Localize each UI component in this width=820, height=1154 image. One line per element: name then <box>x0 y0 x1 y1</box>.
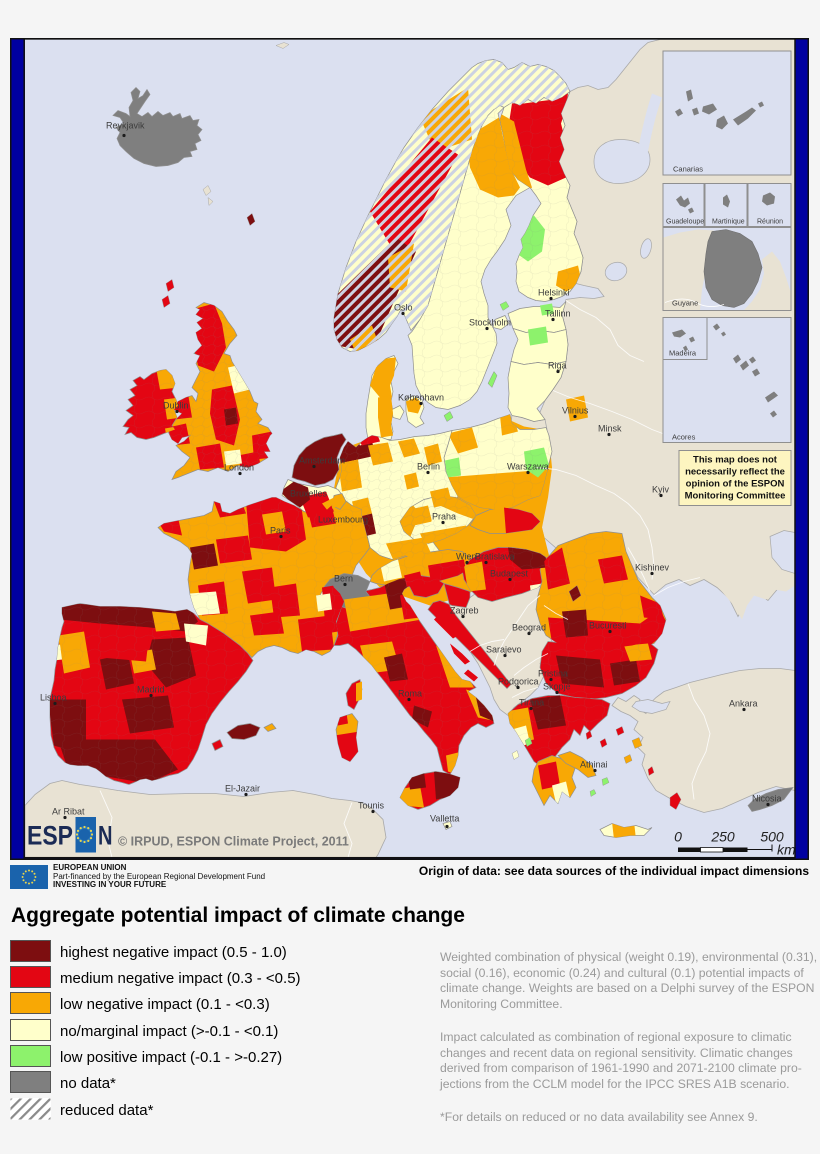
svg-text:Warszawa: Warszawa <box>507 462 549 472</box>
svg-text:Beograd: Beograd <box>512 623 546 633</box>
svg-text:London: London <box>224 463 254 473</box>
svg-text:ESP: ESP <box>27 821 73 851</box>
svg-text:Bratislava: Bratislava <box>475 552 515 562</box>
svg-text:Tounis: Tounis <box>358 801 385 811</box>
svg-text:Acores: Acores <box>672 433 696 442</box>
svg-text:This map does not: This map does not <box>693 455 778 466</box>
svg-text:Berlin: Berlin <box>417 462 440 472</box>
svg-text:El-Jazair: El-Jazair <box>225 784 260 794</box>
svg-text:Roma: Roma <box>398 689 422 699</box>
svg-text:Minsk: Minsk <box>598 424 622 434</box>
svg-text:Sarajevo: Sarajevo <box>486 645 522 655</box>
svg-text:Canarias: Canarias <box>673 165 703 174</box>
svg-text:Athinai: Athinai <box>580 760 608 770</box>
svg-text:Martinique: Martinique <box>712 219 745 226</box>
svg-text:København: København <box>398 393 444 403</box>
svg-text:Paris: Paris <box>270 526 291 536</box>
svg-text:Zagreb: Zagreb <box>450 606 479 616</box>
svg-text:Stockholm: Stockholm <box>469 318 511 328</box>
svg-text:Monitoring Committee: Monitoring Committee <box>685 491 786 502</box>
svg-text:Valletta: Valletta <box>430 814 459 824</box>
svg-text:Pristina: Pristina <box>538 669 568 679</box>
svg-text:Guyane: Guyane <box>672 299 698 308</box>
svg-text:Bucuresti: Bucuresti <box>589 621 627 631</box>
svg-text:Oslo: Oslo <box>394 303 413 313</box>
svg-text:0: 0 <box>674 829 682 845</box>
svg-text:Tallinn: Tallinn <box>545 309 571 319</box>
svg-text:Skopje: Skopje <box>543 682 571 692</box>
svg-text:Ankara: Ankara <box>729 699 758 709</box>
svg-text:Dublin: Dublin <box>163 401 189 411</box>
svg-text:Kyiv: Kyiv <box>652 485 670 495</box>
svg-text:Lisboa: Lisboa <box>40 693 67 703</box>
svg-text:Nicosia: Nicosia <box>752 794 782 804</box>
svg-text:Réunion: Réunion <box>757 219 783 226</box>
svg-text:Luxembourg: Luxembourg <box>318 515 368 525</box>
svg-text:opinion of the ESPON: opinion of the ESPON <box>686 479 785 490</box>
svg-text:© IRPUD, ESPON Climate Project: © IRPUD, ESPON Climate Project, 2011 <box>118 835 349 849</box>
svg-text:Bern: Bern <box>334 574 353 584</box>
svg-text:Riga: Riga <box>548 361 567 371</box>
svg-text:Ar Ribat: Ar Ribat <box>52 807 85 817</box>
svg-text:Podgorica: Podgorica <box>498 677 539 687</box>
svg-text:Madrid: Madrid <box>137 685 165 695</box>
svg-text:Vilnius: Vilnius <box>562 406 589 416</box>
svg-text:Tirana: Tirana <box>519 698 544 708</box>
svg-text:Wien: Wien <box>456 552 477 562</box>
svg-text:Kishinev: Kishinev <box>635 563 670 573</box>
svg-text:Amsterdam: Amsterdam <box>299 456 345 466</box>
svg-text:250: 250 <box>710 829 735 845</box>
svg-text:Guadeloupe: Guadeloupe <box>666 219 704 226</box>
svg-text:500: 500 <box>760 829 784 845</box>
svg-text:Madeira: Madeira <box>669 349 697 358</box>
svg-text:Bruxelles: Bruxelles <box>290 489 328 499</box>
svg-text:necessarily reflect the: necessarily reflect the <box>685 467 785 478</box>
svg-text:N: N <box>98 821 113 851</box>
svg-text:Budapest: Budapest <box>490 569 529 579</box>
svg-text:km: km <box>777 842 796 858</box>
svg-text:Reykjavik: Reykjavik <box>106 121 145 131</box>
svg-text:Praha: Praha <box>432 512 456 522</box>
svg-text:Helsinki: Helsinki <box>538 288 570 298</box>
